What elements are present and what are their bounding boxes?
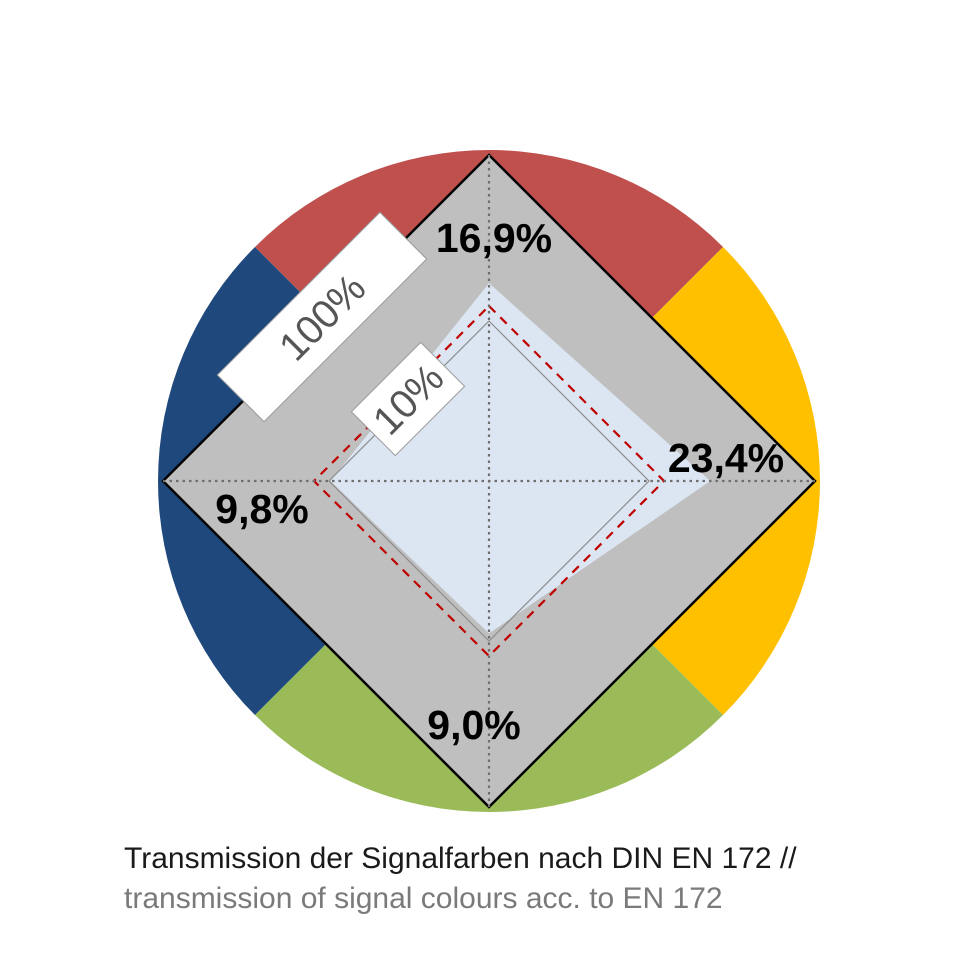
axis-lines [163, 155, 815, 807]
ring-label-box [350, 341, 466, 457]
value-label-green: 9,0% [427, 702, 520, 748]
caption-german: Transmission der Signalfarben nach DIN E… [124, 842, 797, 875]
value-label-yellow: 23,4% [668, 435, 784, 481]
value-label-red: 16,9% [436, 215, 552, 261]
value-label-blue: 9,8% [215, 486, 308, 532]
caption-english: transmission of signal colours acc. to E… [124, 882, 723, 915]
value-labels: 16,9% 23,4% 9,0% 9,8% [215, 215, 784, 748]
ring-label-box [216, 211, 428, 423]
